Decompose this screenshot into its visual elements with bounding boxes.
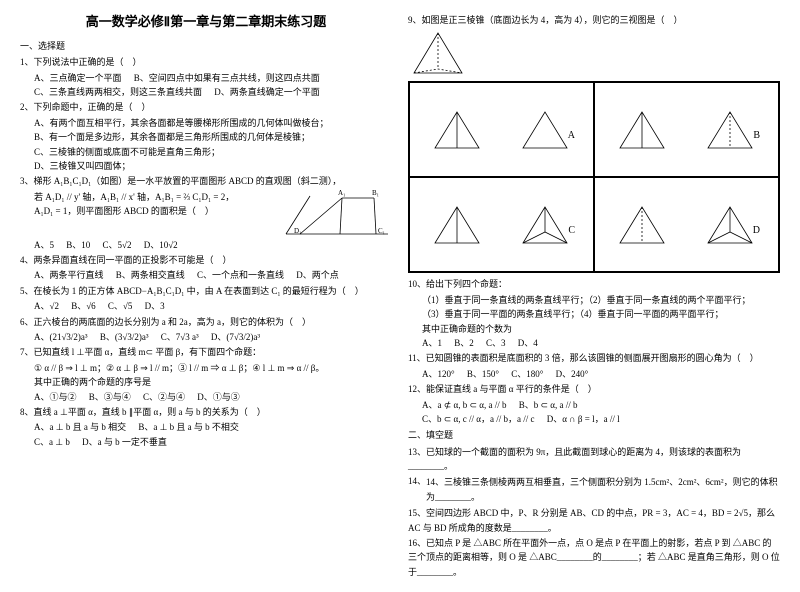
q4-a: A、两条平行直线 <box>34 268 104 282</box>
q4-d: D、两个点 <box>296 268 339 282</box>
svg-text:D₁: D₁ <box>294 227 302 235</box>
q3-b: B、10 <box>66 238 90 252</box>
label-d: D <box>753 223 760 239</box>
q1-c: C、三条直线两两相交，则这三条直线共面 <box>34 85 202 99</box>
q6-d: D、(7√3/2)a³ <box>211 330 260 344</box>
q2-opts: A、有两个面互相平行，其余各面都是等腰梯形所围成的几何体叫做棱台； B、有一个面… <box>20 116 392 174</box>
q8: 8、直线 a ⊥平面 α，直线 b ∥平面 α，则 a 与 b 的关系为（ ） <box>20 405 392 419</box>
cell-a: A <box>409 82 594 177</box>
q5-d: D、3 <box>145 299 165 313</box>
q10-d: D、4 <box>518 336 538 350</box>
q14: 14、三棱锥三条侧棱两两互相垂直，三个侧面积分别为 1.5cm²、2cm²、6c… <box>426 475 780 504</box>
right-column: 9、如图是正三棱锥（底面边长为 4，高为 4），则它的三视图是（ ） A B <box>408 12 780 580</box>
q5: 5、在棱长为 1 的正方体 ABCD−A₁B₁C₁D₁ 中，由 A 在表面到达 … <box>20 284 392 298</box>
q8-d: D、a 与 b 一定不垂直 <box>82 435 167 449</box>
q5-opts: A、√2 B、√6 C、√5 D、3 <box>20 299 392 313</box>
q11-c: C、180° <box>511 367 543 381</box>
parallelogram-figure: A₁ B₁ D₁ C₁ <box>282 186 392 238</box>
q10-line2: （3）垂直于同一平面的两条直线平行；（4）垂直于同一平面的两平面平行； <box>408 307 780 321</box>
tetrahedron-figure <box>408 29 468 79</box>
q12-a: A、a ⊄ α, b ⊂ α, a // b <box>422 398 507 412</box>
q12: 12、能保证直线 a 与平面 α 平行的条件是（ ） <box>408 382 780 396</box>
q6-c: C、7√3 a³ <box>161 330 199 344</box>
q6-opts: A、(21√3/2)a³ B、(3√3/2)a³ C、7√3 a³ D、(7√3… <box>20 330 392 344</box>
label-b: B <box>753 128 760 144</box>
q2-a: A、有两个面互相平行，其余各面都是等腰梯形所围成的几何体叫做棱台； <box>34 116 392 130</box>
q7-a: A、①与② <box>34 390 77 404</box>
q12-opts: A、a ⊄ α, b ⊂ α, a // b B、b ⊂ α, a // b C… <box>408 398 780 427</box>
q8-c: C、a ⊥ b <box>34 435 70 449</box>
q2-c: C、三棱锥的侧面或底面不可能是直角三角形； <box>34 145 392 159</box>
q11: 11、已知圆锥的表面积是底面积的 3 倍，那么该圆锥的侧面展开图扇形的圆心角为（… <box>408 351 780 365</box>
three-view-grid: A B C D <box>408 81 780 273</box>
q8-opts: A、a ⊥ b 且 a 与 b 相交 B、a ⊥ b 且 a 与 b 不相交 C… <box>20 420 392 449</box>
q11-opts: A、120° B、150° C、180° D、240° <box>408 367 780 381</box>
q4-opts: A、两条平行直线 B、两条相交直线 C、一个点和一条直线 D、两个点 <box>20 268 392 282</box>
q11-b: B、150° <box>467 367 499 381</box>
q1-opts: A、三点确定一个平面 B、空间四点中如果有三点共线，则这四点共面 C、三条直线两… <box>20 71 392 100</box>
page-title: 高一数学必修Ⅱ第一章与第二章期末练习题 <box>20 12 392 33</box>
cell-c: C <box>409 177 594 272</box>
section-2-heading: 二、填空题 <box>408 428 780 442</box>
cell-d: D <box>594 177 779 272</box>
q10-opts: A、1 B、2 C、3 D、4 <box>408 336 780 350</box>
q10: 10、给出下列四个命题： <box>408 277 780 291</box>
q1-d: D、两条直线确定一个平面 <box>214 85 320 99</box>
q5-a: A、√2 <box>34 299 59 313</box>
q12-b: B、b ⊂ α, a // b <box>519 398 578 412</box>
q5-c: C、√5 <box>108 299 132 313</box>
q10-b: B、2 <box>454 336 474 350</box>
q6-b: B、(3√3/2)a³ <box>100 330 149 344</box>
q7-b: B、③与④ <box>89 390 131 404</box>
svg-text:A₁: A₁ <box>338 189 346 197</box>
q10-c: C、3 <box>486 336 506 350</box>
q6: 6、正六棱台的两底面的边长分别为 a 和 2a，高为 a，则它的体积为（ ） <box>20 315 392 329</box>
q1-b: B、空间四点中如果有三点共线，则这四点共面 <box>134 71 320 85</box>
q3-opts: A、5 B、10 C、5√2 D、10√2 <box>20 238 392 252</box>
q2-d: D、三棱锥又叫四面体； <box>34 159 392 173</box>
q8-a: A、a ⊥ b 且 a 与 b 相交 <box>34 420 126 434</box>
q3-a: A、5 <box>34 238 54 252</box>
q14-right-num: 14、 <box>408 474 426 505</box>
q7-c: C、②与④ <box>143 390 185 404</box>
q7-line3: 其中正确的两个命题的序号是 <box>20 375 392 389</box>
q11-a: A、120° <box>422 367 455 381</box>
q7-d: D、①与③ <box>197 390 240 404</box>
q10-line1: （1）垂直于同一条直线的两条直线平行；（2）垂直于同一条直线的两个平面平行； <box>408 293 780 307</box>
q3-c: C、5√2 <box>103 238 132 252</box>
q16: 16、已知点 P 是 △ABC 所在平面外一点，点 O 是点 P 在平面上的射影… <box>408 536 780 579</box>
q4: 4、两条异面直线在同一平面的正投影不可能是（ ） <box>20 253 392 267</box>
q1-a: A、三点确定一个平面 <box>34 71 122 85</box>
q4-c: C、一个点和一条直线 <box>197 268 284 282</box>
q8-b: B、a ⊥ b 且 a 与 b 不相交 <box>138 420 239 434</box>
label-a: A <box>568 128 575 144</box>
section-1-heading: 一、选择题 <box>20 39 392 53</box>
q7: 7、已知直线 l ⊥平面 α，直线 m⊂ 平面 β，有下面四个命题： <box>20 345 392 359</box>
svg-text:C₁: C₁ <box>378 227 385 235</box>
q12-c: C、b ⊂ α, c // α，a // b，a // c <box>422 412 534 426</box>
q3-d: D、10√2 <box>144 238 178 252</box>
q1: 1、下列说法中正确的是（ ） <box>20 55 392 69</box>
q2-b: B、有一个面是多边形，其余各面都是三角形所围成的几何体是棱锥； <box>34 130 392 144</box>
q11-d: D、240° <box>556 367 589 381</box>
cell-b: B <box>594 82 779 177</box>
label-c: C <box>568 223 575 239</box>
q2: 2、下列命题中，正确的是（ ） <box>20 100 392 114</box>
q15: 15、空间四边形 ABCD 中，P、R 分别是 AB、CD 的中点，PR = 3… <box>408 506 780 535</box>
q9: 9、如图是正三棱锥（底面边长为 4，高为 4），则它的三视图是（ ） <box>408 13 780 27</box>
q10-line3: 其中正确命题的个数为 <box>408 322 780 336</box>
q7-opts: A、①与② B、③与④ C、②与④ D、①与③ <box>20 390 392 404</box>
q12-d: D、α ∩ β = l，a // l <box>547 412 620 426</box>
q10-a: A、1 <box>422 336 442 350</box>
left-column: 高一数学必修Ⅱ第一章与第二章期末练习题 一、选择题 1、下列说法中正确的是（ ）… <box>20 12 392 580</box>
q13: 13、已知球的一个截面的面积为 9π，且此截面到球心的距离为 4，则该球的表面积… <box>408 445 780 474</box>
svg-text:B₁: B₁ <box>372 189 379 197</box>
q7-line2: ① α // β ⇒ l ⊥ m；② α ⊥ β ⇒ l // m；③ l //… <box>20 361 392 375</box>
q4-b: B、两条相交直线 <box>116 268 185 282</box>
q6-a: A、(21√3/2)a³ <box>34 330 88 344</box>
q5-b: B、√6 <box>71 299 95 313</box>
